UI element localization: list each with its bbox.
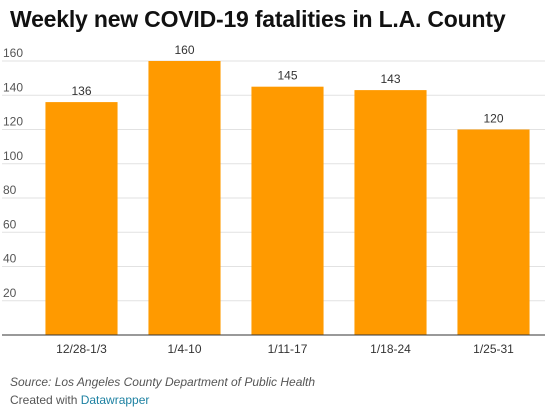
x-tick-label: 1/25-31	[473, 342, 514, 356]
bar-value-label: 160	[174, 43, 194, 57]
y-tick-label: 100	[3, 149, 23, 163]
y-tick-label: 80	[3, 183, 17, 197]
bar-value-label: 143	[380, 72, 400, 86]
y-tick-label: 40	[3, 252, 17, 266]
datawrapper-link[interactable]: Datawrapper	[80, 393, 150, 407]
bar	[354, 90, 427, 335]
x-tick-label: 1/11-17	[268, 342, 308, 356]
bar-value-labels: 136 160 145 143 120	[71, 43, 503, 126]
x-axis-tick-labels: 12/28-1/3 1/4-10 1/11-17 1/18-24 1/25-31	[56, 342, 514, 356]
x-tick-label: 12/28-1/3	[56, 342, 107, 356]
source-note: Source: Los Angeles County Department of…	[10, 375, 316, 389]
bar-value-label: 145	[277, 69, 297, 83]
y-tick-label: 160	[3, 46, 23, 60]
y-axis-tick-labels: 20 40 60 80 100 120 140 160	[3, 46, 23, 300]
y-tick-label: 60	[3, 217, 17, 231]
bar	[251, 86, 324, 335]
bar	[457, 129, 530, 335]
bars	[45, 61, 530, 335]
chart-title: Weekly new COVID-19 fatalities in L.A. C…	[10, 6, 506, 32]
y-tick-label: 140	[3, 80, 23, 94]
y-tick-label: 20	[3, 286, 17, 300]
x-tick-label: 1/4-10	[167, 342, 201, 356]
bar-value-label: 136	[71, 84, 91, 98]
bar	[45, 102, 118, 335]
x-tick-label: 1/18-24	[370, 342, 411, 356]
y-tick-label: 120	[3, 115, 23, 129]
credit-line: Created with Datawrapper	[10, 393, 149, 407]
credit-prefix: Created with	[10, 393, 81, 407]
bar-value-label: 120	[483, 112, 503, 126]
bar	[148, 61, 221, 335]
